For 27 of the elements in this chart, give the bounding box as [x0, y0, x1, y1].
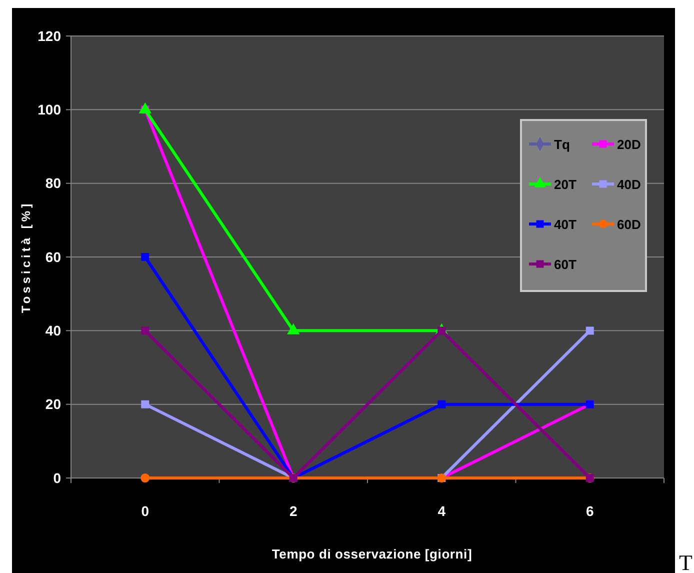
legend-label: 40D	[617, 176, 641, 192]
x-tick-label: 0	[141, 502, 150, 519]
x-axis-title: Tempo di osservazione [giorni]	[272, 546, 472, 562]
y-tick-label: 80	[45, 175, 62, 192]
y-axis-title: Tossicità [%]	[19, 200, 34, 314]
point	[141, 326, 150, 335]
legend-label: 40T	[554, 216, 576, 232]
legend-label: 60D	[617, 216, 641, 232]
legend-label: 20D	[617, 136, 641, 152]
x-tick-label: 4	[438, 502, 446, 519]
y-tick-label: 60	[45, 248, 62, 265]
point	[141, 400, 150, 408]
y-tick-label: 120	[38, 28, 62, 44]
y-tick-label: 20	[45, 396, 62, 412]
y-tick-label: 100	[38, 102, 62, 118]
y-tick-label: 40	[45, 322, 62, 339]
legend-label: 60T	[554, 256, 576, 272]
text: T	[679, 550, 693, 573]
legend-label: Tq	[554, 136, 570, 152]
point	[586, 326, 594, 335]
legend-label: 20T	[554, 176, 576, 192]
x-tick-label: 2	[289, 502, 298, 519]
point	[141, 253, 150, 261]
y-tick-label: 0	[53, 470, 62, 486]
point	[438, 400, 446, 408]
x-tick-label: 6	[586, 502, 594, 519]
point	[140, 473, 150, 483]
